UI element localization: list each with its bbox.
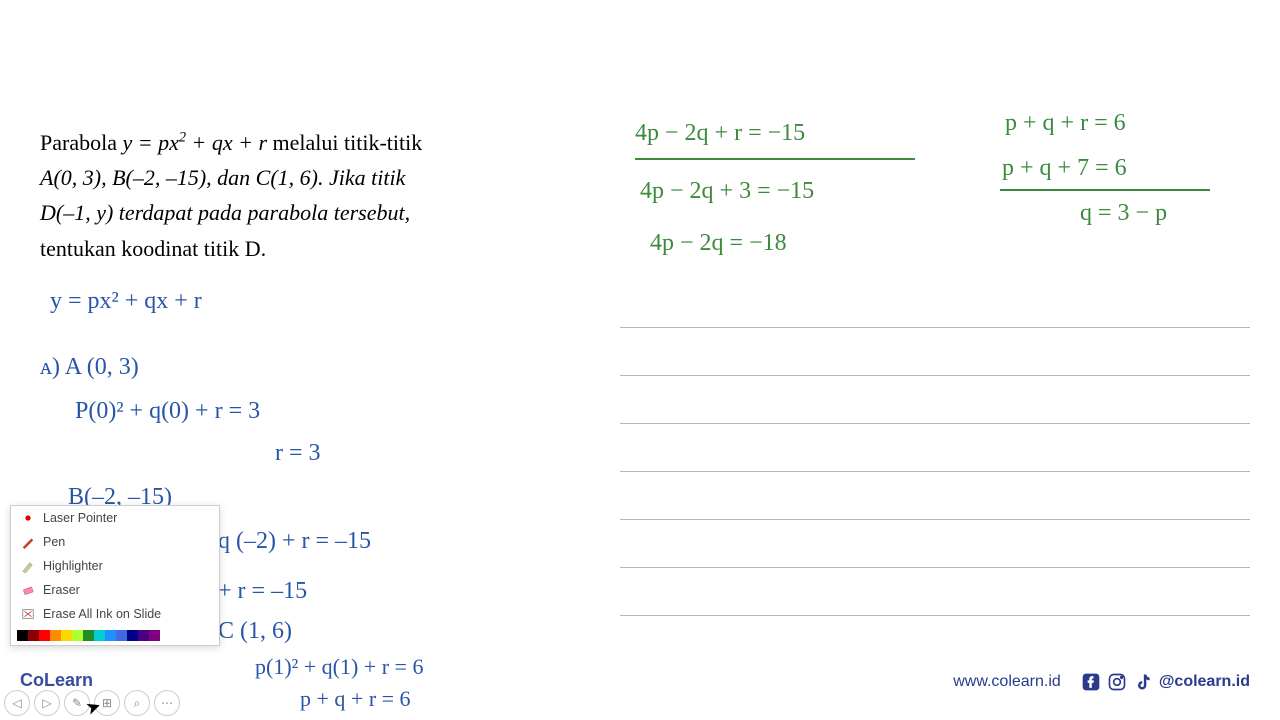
hw-green-6: q = 3 − p bbox=[1080, 200, 1167, 227]
hw-blue-6: q (–2) + r = –15 bbox=[218, 528, 371, 555]
ruled-line bbox=[620, 568, 1250, 616]
ruled-line bbox=[620, 328, 1250, 376]
laser-pointer-icon bbox=[21, 511, 35, 525]
hw-blue-4: r = 3 bbox=[275, 440, 321, 467]
txt: y = px bbox=[122, 130, 178, 155]
menu-item-eraser[interactable]: Eraser bbox=[11, 578, 219, 602]
problem-line-1: Parabola y = px2 + qx + r melalui titik-… bbox=[40, 125, 580, 160]
menu-label: Eraser bbox=[43, 583, 80, 597]
txt: melalui titik-titik bbox=[267, 130, 422, 155]
color-palette bbox=[11, 626, 219, 645]
nav-button-5[interactable]: ⋯ bbox=[154, 690, 180, 716]
hw-blue-3: P(0)² + q(0) + r = 3 bbox=[75, 398, 260, 425]
menu-item-laser-pointer[interactable]: Laser Pointer bbox=[11, 506, 219, 530]
hw-blue-1: y = px² + qx + r bbox=[50, 288, 202, 315]
hw-blue-9: p(1)² + q(1) + r = 6 bbox=[255, 654, 423, 680]
menu-label: Erase All Ink on Slide bbox=[43, 607, 161, 621]
ruled-line bbox=[620, 472, 1250, 520]
social-icons: @colearn.id bbox=[1081, 672, 1250, 692]
color-swatch[interactable] bbox=[61, 630, 72, 641]
menu-label: Laser Pointer bbox=[43, 511, 117, 525]
color-swatch[interactable] bbox=[28, 630, 39, 641]
colearn-logo: CoLearn bbox=[20, 670, 93, 691]
color-swatch[interactable] bbox=[116, 630, 127, 641]
tiktok-icon bbox=[1133, 672, 1153, 692]
menu-label: Highlighter bbox=[43, 559, 103, 573]
eraser-icon bbox=[21, 583, 35, 597]
hw-green-2: 4p − 2q + 3 = −15 bbox=[640, 178, 814, 205]
erase-all-icon bbox=[21, 607, 35, 621]
footer-handle: @colearn.id bbox=[1159, 673, 1250, 691]
color-swatch[interactable] bbox=[149, 630, 160, 641]
hw-blue-2: ᴀ) A (0, 3) bbox=[40, 354, 139, 381]
hw-green-4: p + q + r = 6 bbox=[1005, 110, 1126, 137]
footer-url: www.colearn.id bbox=[953, 673, 1061, 691]
facebook-icon bbox=[1081, 672, 1101, 692]
nav-button-4[interactable]: ⌕ bbox=[124, 690, 150, 716]
menu-item-erase-all[interactable]: Erase All Ink on Slide bbox=[11, 602, 219, 626]
ruled-line bbox=[620, 280, 1250, 328]
ink-tool-menu[interactable]: Laser Pointer Pen Highlighter Eraser Era… bbox=[10, 505, 220, 646]
menu-item-pen[interactable]: Pen bbox=[11, 530, 219, 554]
problem-line-2: A(0, 3), B(–2, –15), dan C(1, 6). Jika t… bbox=[40, 160, 580, 195]
color-swatch[interactable] bbox=[17, 630, 28, 641]
nav-button-0[interactable]: ◁ bbox=[4, 690, 30, 716]
txt: + qx + r bbox=[186, 130, 267, 155]
ruled-lines bbox=[620, 280, 1250, 616]
hw-blue-7: + r = –15 bbox=[218, 578, 307, 605]
color-swatch[interactable] bbox=[50, 630, 61, 641]
problem-statement: Parabola y = px2 + qx + r melalui titik-… bbox=[40, 125, 580, 266]
color-swatch[interactable] bbox=[39, 630, 50, 641]
txt: Parabola bbox=[40, 130, 122, 155]
problem-line-4: tentukan koodinat titik D. bbox=[40, 231, 580, 266]
pen-icon bbox=[21, 535, 35, 549]
instagram-icon bbox=[1107, 672, 1127, 692]
hw-green-uline1 bbox=[635, 120, 915, 160]
color-swatch[interactable] bbox=[72, 630, 83, 641]
color-swatch[interactable] bbox=[138, 630, 149, 641]
highlighter-icon bbox=[21, 559, 35, 573]
nav-button-1[interactable]: ▷ bbox=[34, 690, 60, 716]
color-swatch[interactable] bbox=[83, 630, 94, 641]
hw-green-3: 4p − 2q = −18 bbox=[650, 230, 787, 257]
hw-green-uline2 bbox=[1000, 155, 1210, 191]
footer-right: www.colearn.id @colearn.id bbox=[953, 672, 1250, 692]
color-swatch[interactable] bbox=[94, 630, 105, 641]
color-swatch[interactable] bbox=[127, 630, 138, 641]
hw-blue-8: C (1, 6) bbox=[218, 618, 292, 645]
menu-item-highlighter[interactable]: Highlighter bbox=[11, 554, 219, 578]
menu-label: Pen bbox=[43, 535, 65, 549]
color-swatch[interactable] bbox=[105, 630, 116, 641]
ruled-line bbox=[620, 376, 1250, 424]
hw-blue-10: p + q + r = 6 bbox=[300, 686, 411, 712]
problem-line-3: D(–1, y) terdapat pada parabola tersebut… bbox=[40, 195, 580, 230]
ruled-line bbox=[620, 520, 1250, 568]
ruled-line bbox=[620, 424, 1250, 472]
